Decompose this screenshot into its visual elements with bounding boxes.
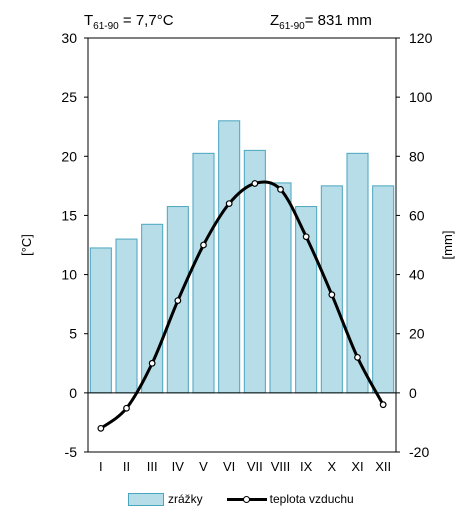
temperature-point bbox=[302, 233, 310, 241]
precipitation-bar bbox=[192, 152, 215, 394]
right-axis-label: [mm] bbox=[440, 231, 455, 260]
x-tick-label: IV bbox=[172, 459, 185, 474]
left-tick-label: 25 bbox=[61, 89, 77, 105]
x-tick-label: II bbox=[123, 459, 130, 474]
temperature-point bbox=[200, 241, 207, 249]
legend-label-precipitation: zrážky bbox=[168, 492, 203, 506]
left-tick-label: 20 bbox=[61, 148, 77, 164]
x-tick-label: VII bbox=[247, 459, 263, 474]
right-tick-label: 20 bbox=[409, 326, 425, 342]
plot-frame bbox=[87, 37, 397, 453]
right-tick-label: 60 bbox=[409, 207, 425, 223]
temperature-point bbox=[354, 353, 361, 361]
temperature-point bbox=[251, 180, 259, 187]
temperature-point bbox=[148, 359, 156, 367]
left-tick-label: -5 bbox=[65, 444, 78, 460]
precipitation-bar bbox=[372, 185, 395, 394]
precipitation-bars bbox=[89, 120, 395, 394]
right-tick-label: 120 bbox=[409, 30, 433, 46]
temperature-point bbox=[97, 424, 105, 432]
right-tick-label: 80 bbox=[409, 148, 425, 164]
chart-axes bbox=[84, 37, 400, 453]
precipitation-bar bbox=[320, 185, 343, 394]
right-tick-label: 100 bbox=[409, 89, 433, 105]
left-tick-label: 0 bbox=[69, 385, 77, 401]
x-tick-label: XI bbox=[351, 459, 363, 474]
temperature-point bbox=[277, 186, 284, 193]
x-tick-label: XII bbox=[375, 459, 391, 474]
legend-swatch-temperature bbox=[226, 494, 267, 505]
x-tick-label: VIII bbox=[271, 459, 291, 474]
right-tick-label: 40 bbox=[409, 267, 425, 283]
x-tick-label: I bbox=[99, 459, 103, 474]
precipitation-bar bbox=[141, 223, 164, 394]
precipitation-bar bbox=[269, 182, 292, 394]
x-tick-label: X bbox=[327, 459, 336, 474]
x-tick-label: VI bbox=[223, 459, 235, 474]
x-tick-label: III bbox=[147, 459, 158, 474]
left-axis-label: [°C] bbox=[19, 234, 34, 256]
precipitation-bar bbox=[89, 247, 112, 394]
left-tick-label: 30 bbox=[61, 30, 77, 46]
legend-label-temperature: teplota vzduchu bbox=[269, 492, 354, 506]
left-tick-label: 15 bbox=[61, 207, 77, 223]
temperature-line bbox=[97, 180, 387, 432]
x-tick-label: IX bbox=[300, 459, 313, 474]
precipitation-bar bbox=[115, 238, 138, 394]
right-tick-label: 0 bbox=[409, 385, 417, 401]
x-tick-label: V bbox=[199, 459, 208, 474]
legend-swatch-precipitation bbox=[128, 492, 164, 506]
temperature-point bbox=[379, 401, 387, 409]
temperature-point bbox=[225, 200, 233, 208]
precipitation-summary: Z61-90= 831 mm bbox=[270, 12, 372, 32]
left-tick-label: 5 bbox=[69, 326, 77, 342]
temperature-point bbox=[174, 297, 182, 304]
left-tick-label: 10 bbox=[61, 267, 77, 283]
chart-legend: zrážky teplota vzduchu bbox=[128, 492, 354, 506]
right-tick-label: -20 bbox=[409, 444, 429, 460]
precipitation-bar bbox=[218, 120, 241, 394]
temperature-point bbox=[123, 404, 130, 412]
temperature-point bbox=[328, 291, 336, 299]
temperature-summary: T61-90 = 7,7°C bbox=[84, 12, 174, 32]
